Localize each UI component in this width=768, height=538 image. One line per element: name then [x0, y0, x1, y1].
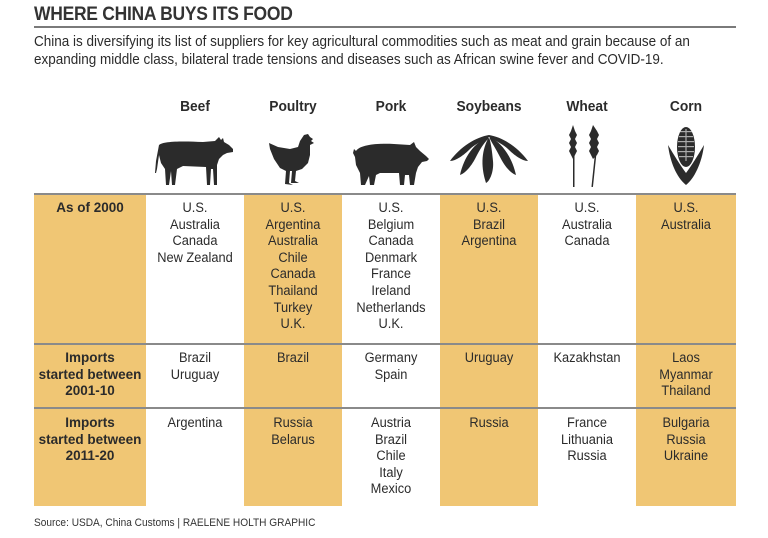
subtitle-line-2: expanding middle class, bilateral trade … — [34, 52, 664, 68]
highlight-poultry-column — [244, 195, 342, 506]
source-credit: Source: USDA, China Customs | RAELENE HO… — [34, 517, 316, 529]
corn-icon — [637, 125, 735, 187]
row-label-2011-20: Imports started between 2011-20 — [38, 415, 142, 464]
table-cell: Brazil Uruguay — [170, 350, 220, 382]
table-cell: Uruguay — [464, 350, 514, 365]
table-cell: Russia — [469, 415, 509, 430]
table-cell: France Lithuania Russia — [560, 415, 614, 464]
table-cell: U.S. Belgium Canada Denmark France Irela… — [356, 200, 426, 332]
table-cell: U.S. Australia Canada — [562, 200, 612, 249]
soybean-icon — [440, 125, 538, 187]
table-cell: U.S. Australia — [661, 200, 711, 232]
table-cell: U.S. Argentina Australia Chile Canada Th… — [265, 200, 321, 332]
column-header-poultry: Poultry — [269, 99, 317, 115]
row-divider-1 — [34, 343, 736, 345]
table-cell: Bulgaria Russia Ukraine — [662, 415, 710, 464]
table-cell: U.S. Australia Canada New Zealand — [157, 200, 233, 265]
column-header-wheat: Wheat — [566, 99, 608, 115]
row-label-2001-10: Imports started between 2001-10 — [38, 350, 142, 399]
table-cell: Argentina — [167, 415, 223, 430]
title-rule — [34, 26, 736, 28]
table-cell: Austria Brazil Chile Italy Mexico — [370, 415, 412, 497]
chart-title: WHERE CHINA BUYS ITS FOOD — [34, 4, 293, 25]
column-header-beef: Beef — [180, 99, 210, 115]
highlight-corn-column — [636, 195, 736, 506]
highlight-soybeans-column — [440, 195, 538, 506]
table-cell: Russia Belarus — [271, 415, 315, 447]
pig-icon — [342, 125, 440, 187]
subtitle-line-1: China is diversifying its list of suppli… — [34, 34, 690, 50]
table-cell: Laos Myanmar Thailand — [659, 350, 713, 399]
row-label-as-of-2000: As of 2000 — [56, 200, 124, 215]
table-cell: Brazil — [276, 350, 310, 365]
column-header-pork: Pork — [375, 99, 407, 115]
table-cell: Germany Spain — [364, 350, 418, 382]
table-cell: Kazakhstan — [553, 350, 621, 365]
table-top-rule — [34, 193, 736, 195]
chicken-icon — [244, 125, 342, 187]
table-cell: U.S. Brazil Argentina — [461, 200, 517, 249]
row-divider-2 — [34, 407, 736, 409]
chart-subtitle: China is diversifying its list of suppli… — [34, 33, 704, 69]
column-header-corn: Corn — [669, 99, 703, 115]
highlight-label-column — [34, 195, 146, 506]
cow-icon — [146, 125, 244, 187]
wheat-icon — [538, 125, 636, 187]
column-header-soybeans: Soybeans — [456, 99, 522, 115]
